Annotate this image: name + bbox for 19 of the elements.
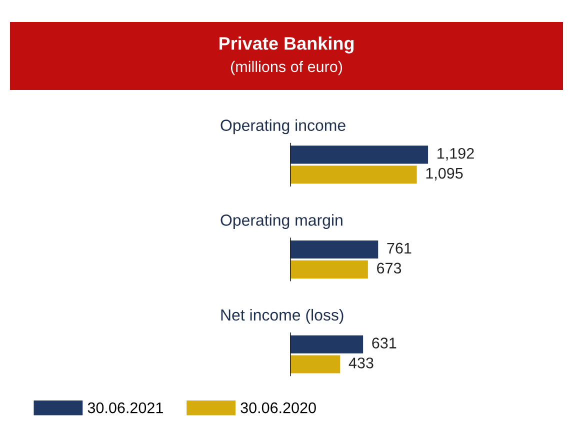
bar [290, 260, 368, 278]
data-label: 673 [377, 262, 402, 274]
data-label: 1,192 [438, 148, 474, 161]
data-label: 1,095 [426, 168, 463, 181]
y-tick-label: Net income (loss) [221, 308, 344, 324]
y-tick-label: Operating income [220, 119, 346, 134]
bar [290, 240, 378, 259]
bar [290, 166, 417, 184]
data-label: 761 [387, 242, 412, 254]
legend-label: 30.06.2021 [88, 402, 163, 414]
legend-label: 30.06.2020 [240, 402, 316, 414]
data-label: 433 [348, 358, 374, 368]
y-tick-label: Operating margin [220, 214, 342, 229]
chart-title: Private Banking [219, 36, 354, 54]
bar [290, 355, 340, 374]
bar [290, 335, 364, 354]
bar [290, 146, 428, 164]
data-label: 631 [372, 338, 396, 348]
chart-subtitle: (millions of euro) [230, 60, 342, 76]
